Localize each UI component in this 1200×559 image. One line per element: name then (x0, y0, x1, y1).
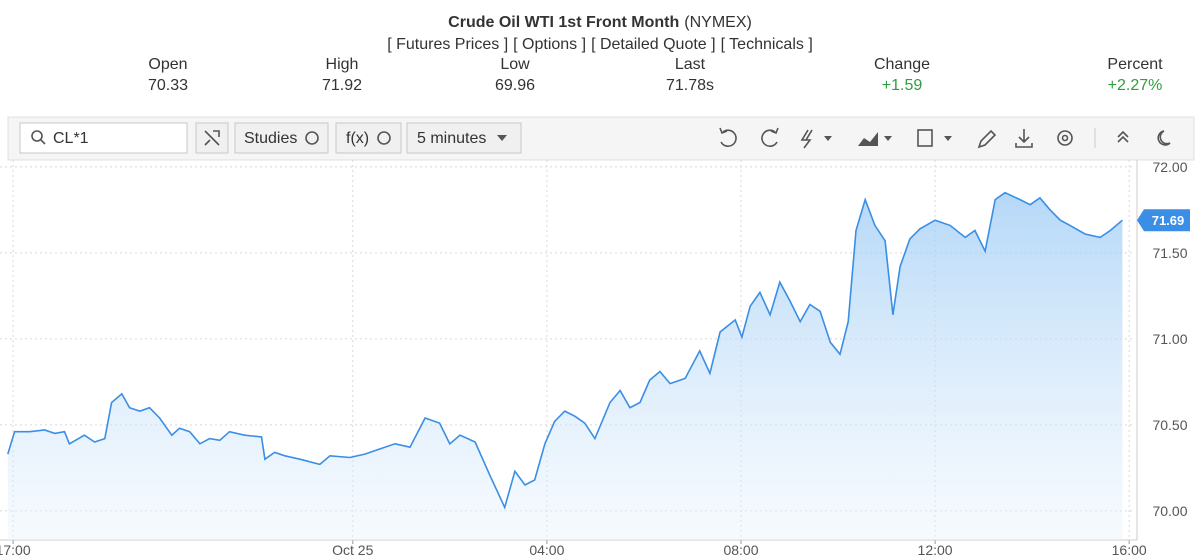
x-tick-label: 17:00 (0, 542, 31, 558)
area-fill (7, 192, 1123, 540)
y-tick-label: 72.00 (1152, 159, 1187, 175)
x-tick-label: 08:00 (723, 542, 758, 558)
stat-value: 71.92 (322, 77, 362, 94)
title: Crude Oil WTI 1st Front Month (NYMEX) (448, 14, 752, 31)
theme-icon[interactable] (1157, 130, 1171, 146)
stat-label: Open (148, 56, 187, 73)
search-icon (40, 139, 46, 145)
x-tick-label: 04:00 (529, 542, 564, 558)
symbol[interactable]: CL*1 (53, 130, 89, 147)
studies-button[interactable] (234, 122, 329, 154)
link[interactable]: [ Futures Prices ] (387, 36, 508, 53)
stat-value: 69.96 (495, 77, 535, 94)
link[interactable]: [ Technicals ] (721, 36, 813, 53)
plus-icon (377, 131, 391, 145)
fx-button[interactable] (335, 122, 402, 154)
dropdown-arrow (497, 135, 507, 141)
redo-icon[interactable] (761, 127, 779, 147)
compare-icon (204, 130, 220, 146)
y-tick-label: 71.50 (1152, 245, 1187, 261)
x-tick-label: Oct 25 (332, 542, 373, 558)
chart-type-icon[interactable] (858, 132, 878, 146)
studies[interactable]: Studies (244, 130, 297, 147)
dropdown-arrow (944, 136, 952, 141)
interval[interactable]: 5 minutes (417, 130, 486, 147)
stat-value: 71.78s (666, 77, 714, 94)
undo-icon[interactable] (719, 127, 737, 147)
y-tick-label: 71.00 (1152, 331, 1187, 347)
stat-label: Last (675, 56, 706, 73)
layout-icon[interactable] (917, 129, 933, 147)
x-tick-label: 16:00 (1112, 542, 1147, 558)
links: [ Futures Prices ] [ Options ] [ Detailed … (387, 36, 813, 53)
stat-value: +2.27% (1108, 77, 1163, 94)
search-icon (31, 130, 43, 142)
link[interactable]: [ Detailed Quote ] (591, 36, 716, 53)
y-tick-label: 70.50 (1152, 417, 1187, 433)
stat-value: 70.33 (148, 77, 188, 94)
interval-button[interactable] (406, 122, 522, 154)
last-price-label: 71.69 (1152, 213, 1185, 228)
exchange: (NYMEX) (684, 14, 752, 31)
settings-icon[interactable] (1057, 130, 1073, 146)
dropdown-arrow (824, 136, 832, 141)
title-main: Crude Oil WTI 1st Front Month (448, 14, 679, 31)
x-tick-label: 12:00 (918, 542, 953, 558)
plot: 70.00 70.50 71.00 71.50 72.00 17:00 Oct 25 04:0… (0, 159, 1190, 558)
dropdown-arrow (884, 136, 892, 141)
stat-label: Low (500, 56, 530, 73)
plus-icon (305, 131, 319, 145)
collapse-icon[interactable] (1117, 130, 1129, 143)
price-line (7, 191, 1123, 510)
toolbar-icons (719, 127, 1171, 149)
search-box[interactable] (19, 122, 188, 154)
stat-value: +1.59 (882, 77, 923, 94)
settings-icon (1061, 134, 1069, 142)
draw-icon[interactable] (800, 129, 813, 149)
pen-icon[interactable] (977, 129, 997, 149)
stats: Open 70.33 High 71.92 Low 69.96 Last 71.78s Chan… (148, 56, 1163, 94)
stat-label: High (326, 56, 359, 73)
stat-label: Percent (1107, 56, 1163, 73)
link[interactable]: [ Options ] (513, 36, 586, 53)
stat-label: Change (874, 56, 930, 73)
last-price-tag (1137, 209, 1190, 232)
fx[interactable]: f(x) (346, 130, 369, 147)
download-icon[interactable] (1015, 129, 1033, 148)
y-tick-label: 70.00 (1152, 503, 1187, 519)
